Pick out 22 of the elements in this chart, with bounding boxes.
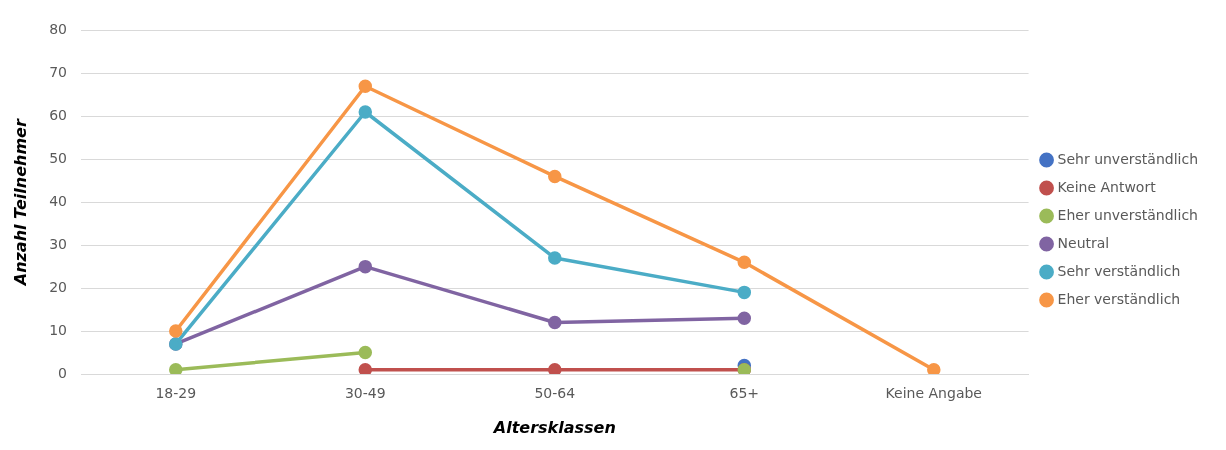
y-tick-label: 50 [49,149,68,166]
y-tick-label: 70 [49,63,68,80]
x-tick-label: 18-29 [155,385,197,402]
x-axis-title: Altersklassen [491,417,616,437]
x-tick-label: Keine Angabe [885,385,982,402]
legend-label: Eher unverständlich [1057,206,1198,223]
y-tick-label: 0 [58,364,68,381]
x-tick-label: 50-64 [534,385,576,402]
y-tick-label: 30 [49,235,68,252]
y-tick-label: 20 [49,278,68,295]
y-axis-title: Anzahl Teilnehmer [10,118,30,288]
x-tick-label: 65+ [729,385,760,402]
y-tick-label: 10 [49,321,68,338]
legend-label: Sehr unverständlich [1057,150,1198,167]
legend-label: Eher verständlich [1057,290,1181,307]
y-tick-label: 60 [49,106,68,123]
legend-label: Sehr verständlich [1057,262,1181,279]
legend-label: Neutral [1057,234,1110,251]
y-tick-label: 40 [49,192,68,209]
x-tick-label: 30-49 [344,385,386,402]
y-tick-label: 80 [49,21,68,38]
legend-label: Keine Antwort [1057,178,1157,195]
